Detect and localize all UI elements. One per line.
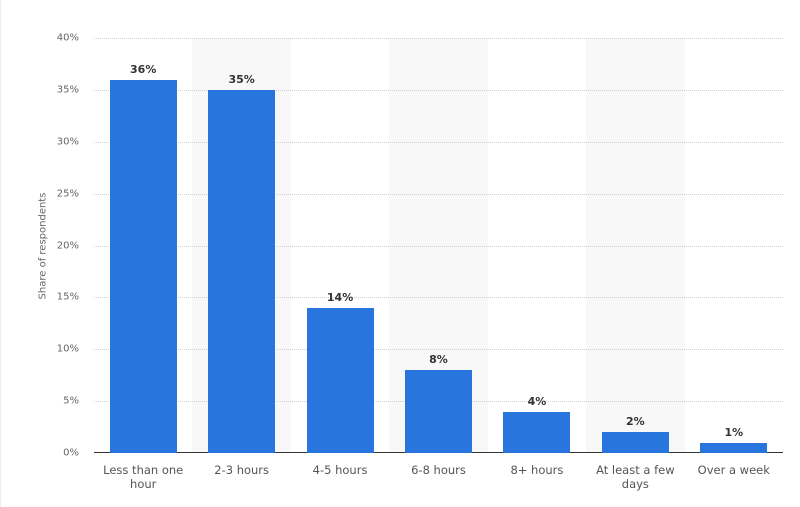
y-tick-label: 25% bbox=[56, 188, 79, 200]
gridline bbox=[94, 245, 783, 247]
x-tick-label: Less than one hour bbox=[103, 463, 184, 491]
y-tick-label: 0% bbox=[63, 447, 79, 459]
bar-value-label: 1% bbox=[724, 425, 744, 439]
y-tick-label: 35% bbox=[56, 84, 79, 96]
gridline bbox=[94, 349, 783, 351]
x-tick-label: Over a week bbox=[697, 463, 770, 477]
bar[interactable] bbox=[306, 307, 374, 453]
gridline bbox=[94, 193, 783, 195]
x-tick-label: 4-5 hours bbox=[312, 463, 368, 477]
x-tick-label: 6-8 hours bbox=[411, 463, 466, 477]
bar-value-label: 36% bbox=[130, 62, 157, 76]
y-tick-label: 20% bbox=[56, 240, 79, 251]
y-tick-label: 10% bbox=[56, 343, 79, 355]
bar[interactable] bbox=[405, 370, 472, 453]
bar[interactable] bbox=[208, 89, 276, 453]
x-tick-label: 8+ hours bbox=[510, 463, 564, 477]
y-tick-label: 5% bbox=[63, 395, 79, 407]
x-tick-label: At least a few days bbox=[596, 463, 675, 491]
bar-value-label: 8% bbox=[429, 353, 448, 366]
plot-area: 36% 35% 14% 8% 4% 2% 1% bbox=[94, 38, 783, 453]
gridline bbox=[94, 89, 783, 91]
bar[interactable] bbox=[503, 411, 571, 453]
bar-value-label: 35% bbox=[228, 72, 255, 86]
bar-value-label: 4% bbox=[527, 394, 547, 408]
bar-value-label: 2% bbox=[626, 415, 645, 429]
gridline bbox=[94, 141, 783, 143]
x-tick-label: 2-3 hours bbox=[214, 463, 270, 477]
y-tick-label: 40% bbox=[56, 32, 79, 44]
bar[interactable] bbox=[109, 79, 177, 453]
bar-value-label: 14% bbox=[326, 290, 354, 304]
gridline bbox=[94, 297, 783, 299]
gridline bbox=[94, 38, 783, 39]
y-tick-label: 15% bbox=[56, 291, 79, 303]
y-tick-label: 30% bbox=[56, 136, 79, 148]
bar[interactable] bbox=[700, 442, 768, 453]
bar[interactable] bbox=[601, 432, 669, 453]
